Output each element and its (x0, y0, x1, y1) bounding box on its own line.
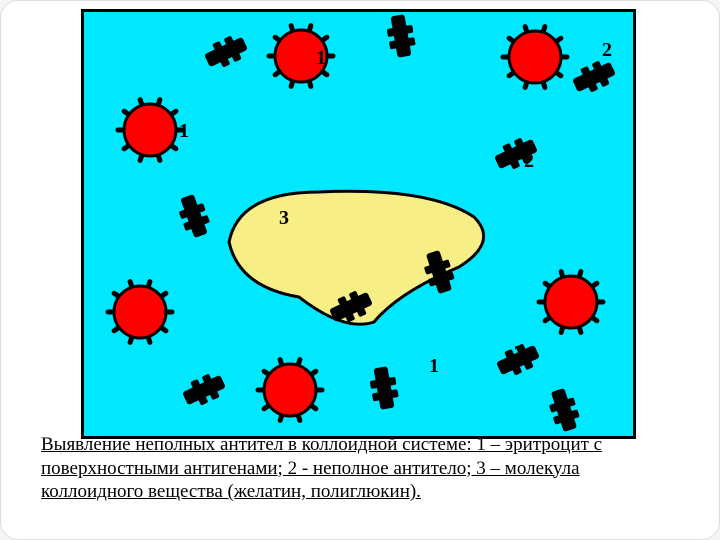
diagram-label: 1 (179, 120, 189, 143)
erythrocyte (104, 276, 176, 348)
diagram-label: 1 (316, 47, 326, 70)
caption-text: Выявление неполных антител в коллоидной … (41, 433, 679, 504)
erythrocyte (254, 354, 326, 426)
diagram-label: 1 (429, 355, 439, 378)
diagram-label: 2 (524, 150, 534, 173)
diagram-frame: 1 2 1 2 3 1 2 (81, 9, 636, 439)
diagram-label: 3 (279, 207, 289, 230)
erythrocyte (265, 20, 337, 92)
erythrocyte (535, 266, 607, 338)
diagram-label: 2 (602, 39, 612, 62)
slide: 1 2 1 2 3 1 2 Выявление неполных антител в кол… (0, 0, 720, 540)
erythrocyte (499, 21, 571, 93)
diagram-label: 2 (514, 342, 524, 365)
erythrocyte (114, 94, 186, 166)
